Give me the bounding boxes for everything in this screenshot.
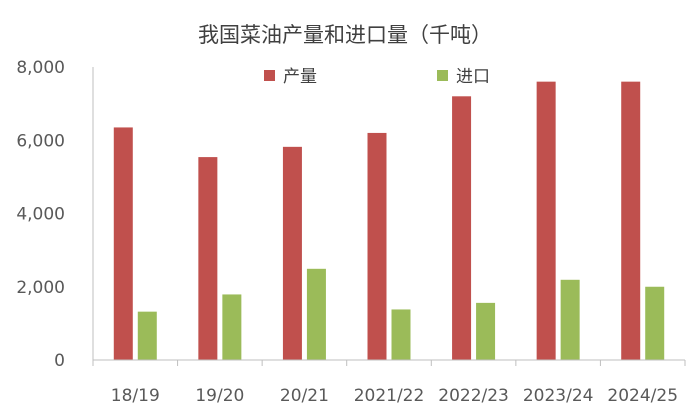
import-bar <box>137 311 157 360</box>
import-bar <box>391 309 411 360</box>
x-axis: 18/19 19/20 20/21 2021/22 2022/23 2023/24 2024… <box>92 67 686 406</box>
x-tick-label: 20/21 <box>280 386 329 406</box>
x-tick-label: 19/20 <box>195 386 244 406</box>
production-bar <box>198 157 218 360</box>
import-bar <box>645 286 665 360</box>
production-bar <box>621 81 641 361</box>
x-tick-label: 18/19 <box>111 386 160 406</box>
y-axis-ticks: 0 2,000 4,000 6,000 8,000 <box>16 58 65 371</box>
y-tick-label: 8,000 <box>16 58 65 78</box>
y-tick-label: 6,000 <box>16 131 65 151</box>
legend-label-import: 进口 <box>456 67 490 87</box>
import-bar <box>476 302 496 360</box>
import-bar <box>222 294 242 360</box>
y-tick-label: 0 <box>54 351 65 371</box>
x-tick-label: 2021/22 <box>354 386 425 406</box>
legend-label-production: 产量 <box>283 67 317 87</box>
bars-group <box>113 81 665 361</box>
production-bar <box>113 127 133 361</box>
x-tick-label: 2024/25 <box>607 386 678 406</box>
import-bar <box>560 279 580 360</box>
legend-swatch-production <box>264 70 275 81</box>
legend-swatch-import <box>437 70 448 81</box>
production-bar <box>282 146 302 360</box>
chart-title: 我国菜油产量和进口量（千吨） <box>198 23 492 47</box>
import-bar <box>306 268 326 360</box>
x-tick-label: 2023/24 <box>523 386 594 406</box>
production-bar <box>367 132 387 360</box>
legend: 产量 进口 <box>264 67 490 87</box>
production-bar <box>536 81 556 361</box>
production-bar <box>452 96 472 361</box>
y-tick-label: 2,000 <box>16 278 65 298</box>
y-tick-label: 4,000 <box>16 205 65 225</box>
x-tick-label: 2022/23 <box>438 386 509 406</box>
